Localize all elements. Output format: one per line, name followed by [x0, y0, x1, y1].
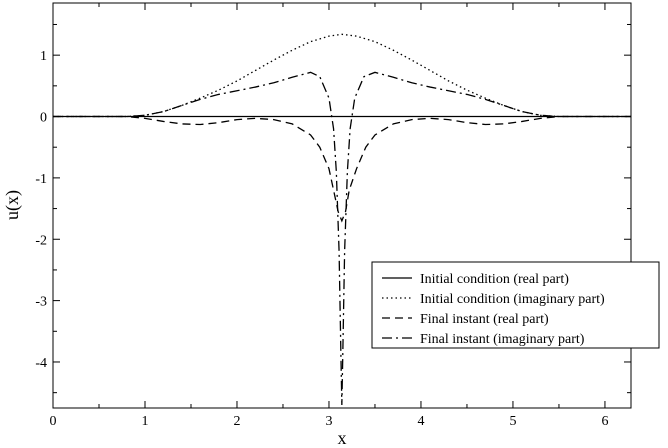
legend-box: [371, 261, 660, 349]
y-tick-label: -1: [35, 172, 47, 187]
x-tick-label: 6: [601, 414, 608, 429]
y-tick-label: 1: [40, 49, 47, 64]
plot-area-frame: [52, 2, 632, 409]
x-tick-label: 4: [417, 414, 424, 429]
x-tick-label: 1: [141, 414, 148, 429]
x-tick-label: 3: [325, 414, 332, 429]
y-tick-label: -3: [35, 295, 47, 310]
legend: Initial condition (real part) Initial con…: [371, 261, 660, 349]
legend-label-1: Initial condition (real part): [420, 272, 569, 287]
legend-label-3: Final instant (real part): [420, 312, 549, 327]
x-tick-label: 5: [509, 414, 516, 429]
series-line-2: [53, 33, 631, 118]
x-tick-label: 2: [233, 414, 240, 429]
series-lines: [53, 33, 631, 405]
legend-label-4: Final instant (imaginary part): [420, 332, 585, 347]
series-line-4: [53, 71, 631, 405]
x-axis-label: x: [338, 428, 347, 448]
series-line-3: [53, 115, 631, 223]
y-tick-label: -4: [35, 356, 47, 371]
y-axis-label: u(x): [2, 190, 23, 220]
axis-ticks: 0 1 2 3 4 5 6 -4 -3 -2 -1 0 1: [35, 3, 631, 429]
x-tick-label: 0: [50, 414, 57, 429]
legend-label-2: Initial condition (imaginary part): [420, 292, 605, 307]
y-tick-label: -2: [35, 233, 47, 248]
y-tick-label: 0: [40, 111, 47, 126]
